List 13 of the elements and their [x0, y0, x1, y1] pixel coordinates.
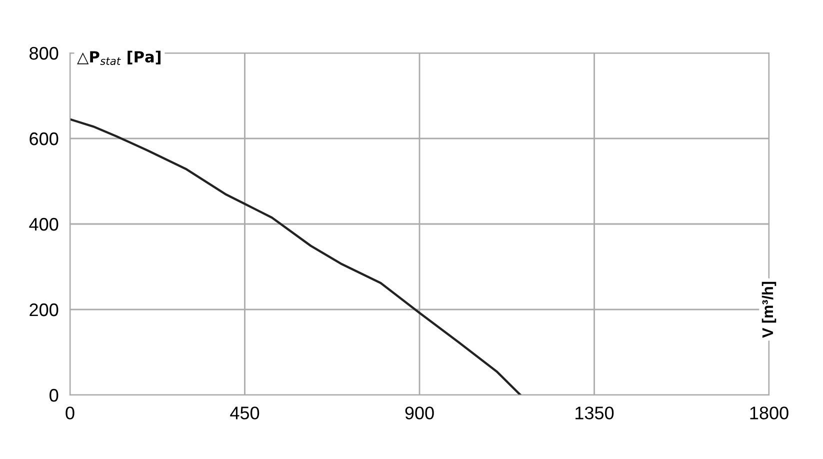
x-tick-label: 1350 [576, 406, 614, 420]
y-tick-label: 0 [50, 388, 58, 402]
y-tick-label: 200 [30, 303, 58, 316]
y-tick-label: 600 [30, 132, 58, 146]
x-tick-label: 450 [230, 406, 260, 420]
x-tick-label: 900 [405, 406, 434, 420]
line-series [70, 118, 522, 395]
annotation: V [m³/h] [762, 282, 776, 338]
x-tick-label: 0 [66, 406, 74, 420]
y-tick-label: 800 [30, 46, 58, 60]
x-tick-label: 1800 [750, 406, 788, 420]
y-tick-label: 400 [29, 218, 58, 231]
y-axis-title: △P$_{stat}$ [Pa] [77, 50, 160, 65]
